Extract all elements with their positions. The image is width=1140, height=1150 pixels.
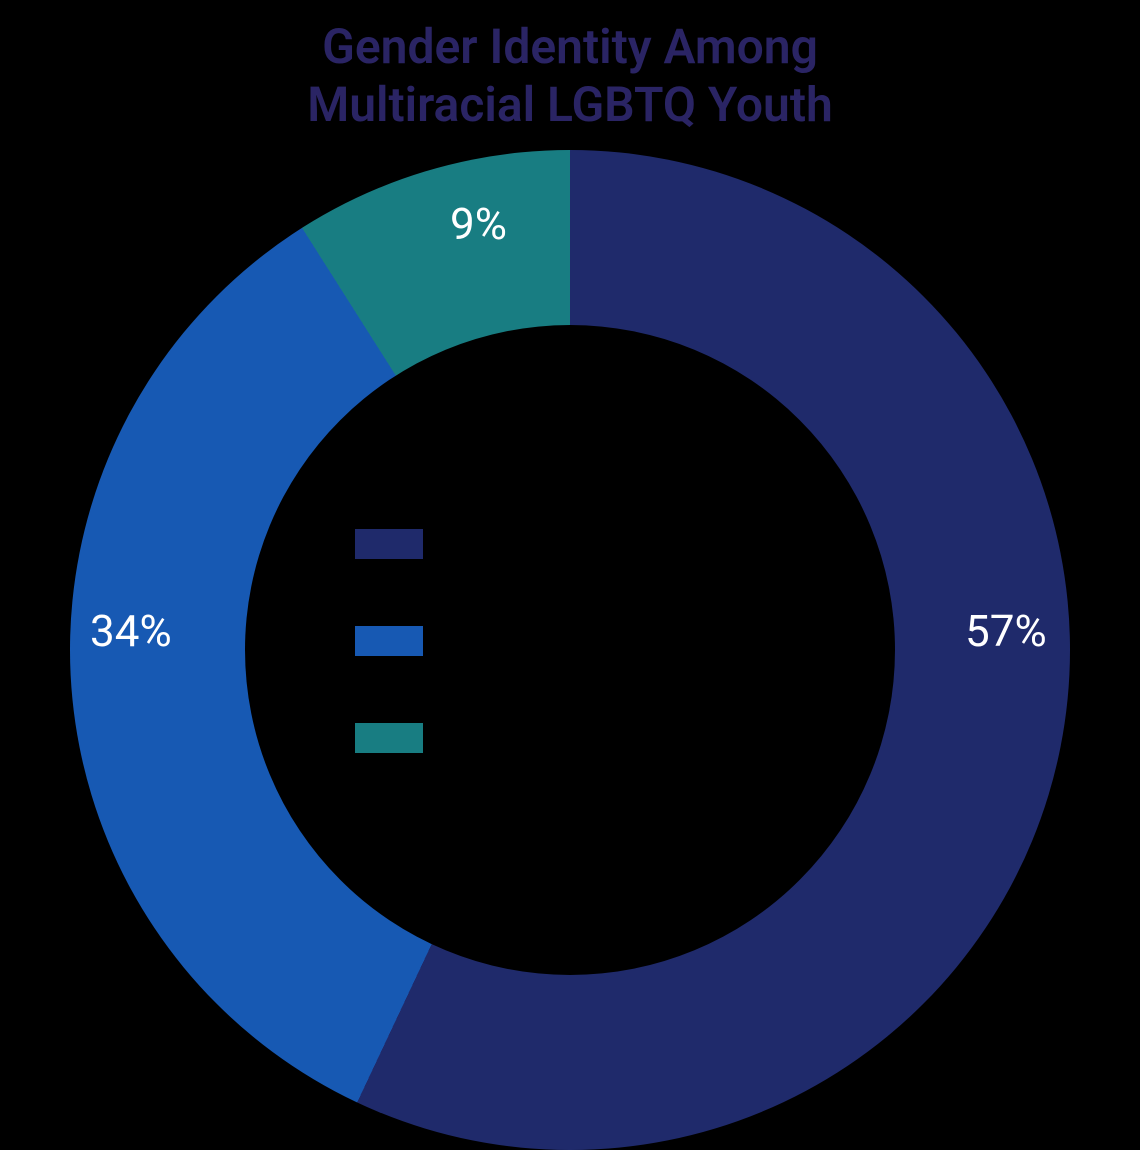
donut-chart: 57% 34% 9% Cisgender LGBQ Transgender or…	[70, 150, 1070, 1150]
legend-text-0: Cisgender LGBQ	[441, 525, 576, 600]
legend-text-0-line-0: Cisgender	[441, 526, 576, 561]
legend-text-0-line-1: LGBQ	[441, 564, 516, 599]
legend-text-1-line-1: Nonbinary	[441, 661, 578, 696]
legend-text-1-line-0: Transgender or	[441, 623, 643, 658]
title-line-1: Gender Identity Among	[322, 18, 818, 75]
legend-swatch-2	[355, 723, 423, 753]
title-line-2: Multiracial LGBTQ Youth	[307, 76, 833, 133]
legend-swatch-0	[355, 529, 423, 559]
legend-text-2: Questioning	[441, 719, 601, 757]
legend-item-0: Cisgender LGBQ	[355, 525, 643, 600]
legend: Cisgender LGBQ Transgender or Nonbinary …	[355, 525, 643, 779]
chart-container: Gender Identity Among Multiracial LGBTQ …	[0, 0, 1140, 1140]
legend-swatch-1	[355, 626, 423, 656]
legend-item-1: Transgender or Nonbinary	[355, 622, 643, 697]
pct-label-0: 57%	[965, 605, 1047, 657]
chart-title: Gender Identity Among Multiracial LGBTQ …	[0, 18, 1140, 133]
pct-label-2: 9%	[450, 198, 507, 250]
legend-item-2: Questioning	[355, 719, 643, 757]
legend-text-1: Transgender or Nonbinary	[441, 622, 643, 697]
pct-label-1: 34%	[90, 605, 172, 657]
legend-text-2-line-0: Questioning	[441, 720, 601, 755]
